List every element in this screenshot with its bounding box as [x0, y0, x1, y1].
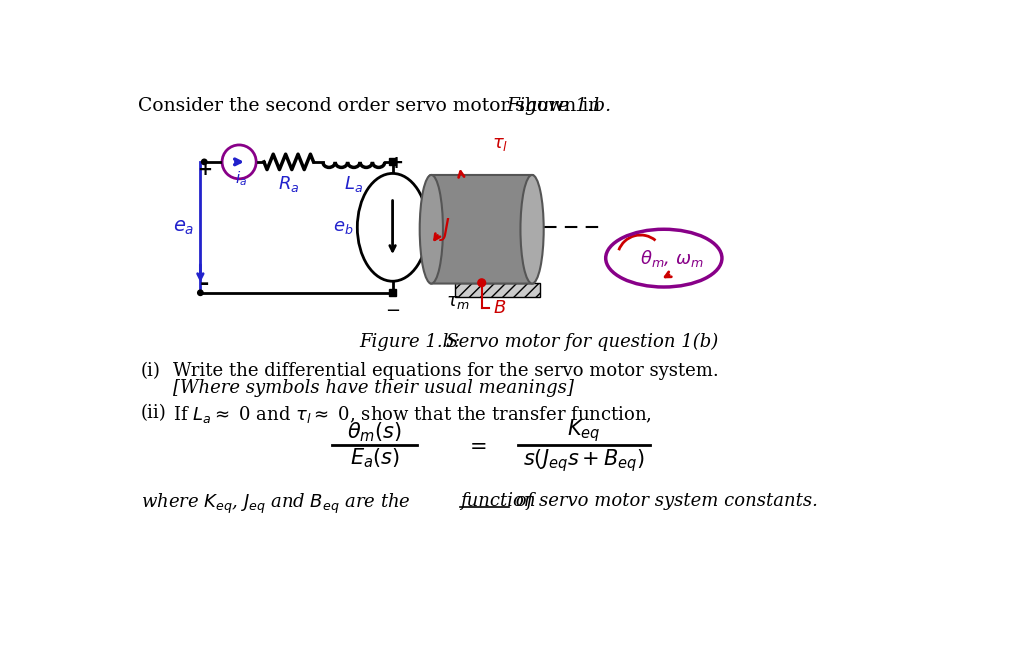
Text: $=$: $=$ [464, 435, 487, 455]
Text: $e_b$: $e_b$ [333, 218, 354, 236]
Text: +: + [197, 161, 212, 178]
Text: $K_{eq}$: $K_{eq}$ [567, 417, 600, 443]
Text: Servo motor for question 1(b): Servo motor for question 1(b) [429, 333, 718, 351]
Text: $R_a$: $R_a$ [278, 174, 299, 194]
Text: where $K_{eq}$, $J_{eq}$ and $B_{eq}$ are the: where $K_{eq}$, $J_{eq}$ and $B_{eq}$ ar… [141, 492, 412, 516]
Circle shape [478, 279, 486, 287]
Text: +: + [388, 154, 404, 172]
Bar [454, 283, 539, 297]
Ellipse shape [420, 175, 443, 283]
Text: function: function [460, 492, 535, 510]
Text: Figure 1.b:: Figure 1.b: [359, 333, 460, 351]
Ellipse shape [357, 173, 428, 281]
Text: $L_a$: $L_a$ [345, 174, 363, 194]
Text: of servo motor system constants.: of servo motor system constants. [510, 492, 818, 510]
Text: $J$: $J$ [439, 216, 451, 243]
Text: $s(J_{eq}s + B_{eq})$: $s(J_{eq}s + B_{eq})$ [523, 447, 645, 474]
Text: Figure 1.b.: Figure 1.b. [507, 97, 611, 115]
FancyBboxPatch shape [429, 175, 534, 283]
Text: $\tau_m$: $\tau_m$ [446, 293, 470, 311]
Text: $\theta_m$, $\omega_m$: $\theta_m$, $\omega_m$ [640, 247, 704, 268]
Ellipse shape [520, 175, 544, 283]
Circle shape [198, 290, 203, 295]
Text: $e_a$: $e_a$ [172, 218, 194, 237]
Text: (i): (i) [141, 362, 160, 380]
Text: If $L_a\approx$ 0 and $\tau_l\approx$ 0, show that the transfer function,: If $L_a\approx$ 0 and $\tau_l\approx$ 0,… [173, 403, 652, 424]
Text: $\theta_m(s)$: $\theta_m(s)$ [347, 420, 403, 443]
Text: Write the differential equations for the servo motor system.: Write the differential equations for the… [173, 362, 719, 380]
Text: Consider the second order servo motor shown in: Consider the second order servo motor sh… [138, 97, 605, 115]
Text: [Where symbols have their usual meanings]: [Where symbols have their usual meanings… [173, 379, 574, 397]
Text: $i_a$: $i_a$ [235, 169, 247, 188]
Text: -: - [200, 274, 209, 293]
Bar [389, 158, 396, 165]
Bar [389, 289, 396, 297]
Text: $-$: $-$ [385, 300, 401, 318]
Text: $B$: $B$ [494, 299, 507, 318]
Text: $E_a(s)$: $E_a(s)$ [350, 447, 400, 470]
Text: $\tau_l$: $\tau_l$ [492, 135, 508, 153]
Text: (ii): (ii) [141, 403, 166, 422]
Circle shape [202, 159, 207, 165]
